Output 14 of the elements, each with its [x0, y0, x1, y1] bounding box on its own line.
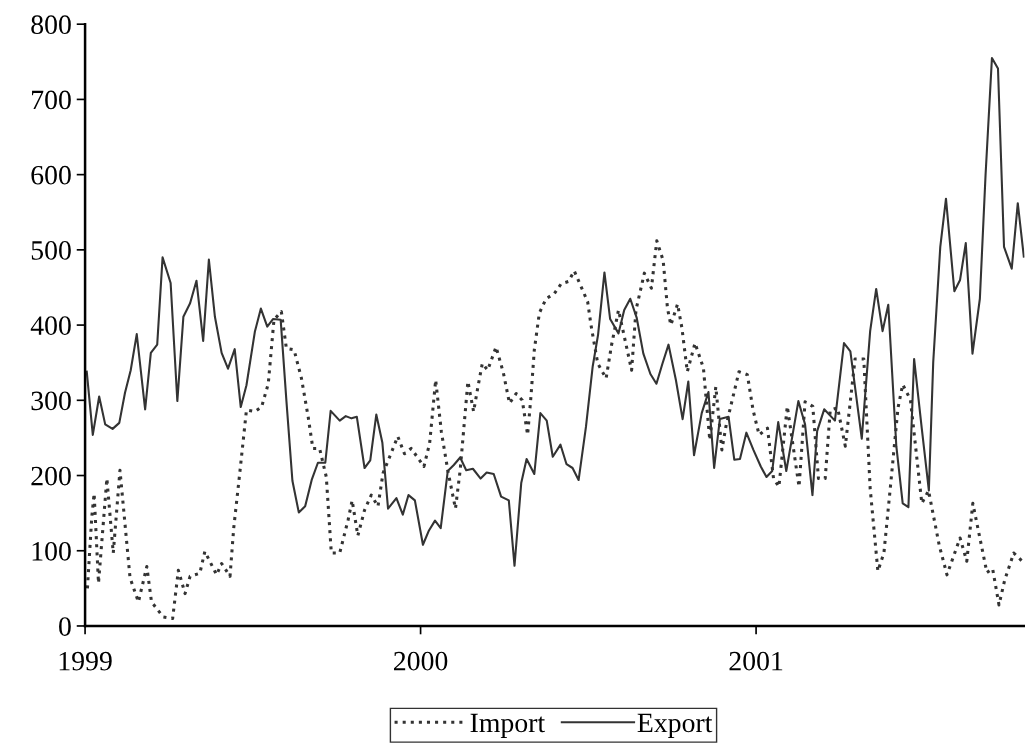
x-tick-label: 2001: [729, 651, 783, 671]
legend-label: Import: [470, 713, 546, 738]
y-tick-label: 500: [31, 241, 71, 260]
x-tick-label: 1999: [59, 651, 112, 671]
y-tick-label: 400: [30, 316, 71, 335]
y-tick-label: 600: [31, 165, 71, 185]
y-tick-label: 300: [31, 391, 71, 411]
y-tick-label: 0: [59, 617, 71, 636]
y-tick-label: 100: [32, 541, 71, 561]
y-tick-label: 800: [31, 15, 71, 35]
legend-label: Export: [637, 713, 713, 738]
y-tick-label: 700: [32, 90, 71, 110]
y-tick-label: 200: [31, 466, 71, 486]
x-tick-label: 2000: [394, 651, 448, 671]
